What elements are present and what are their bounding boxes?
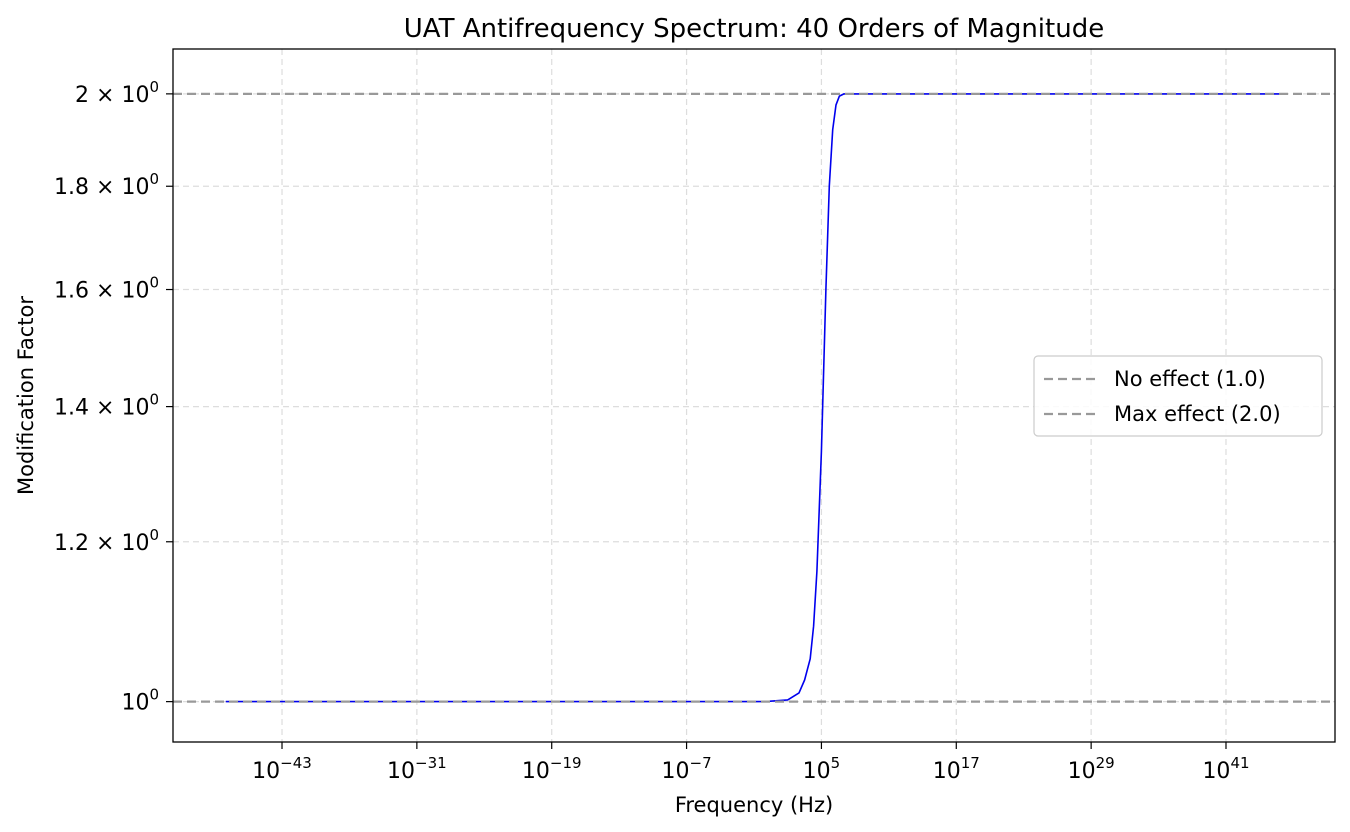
y-tick-label: 1.8 × 100 xyxy=(54,170,159,200)
y-tick-label: 1.4 × 100 xyxy=(54,391,159,421)
x-tick-label: 10−7 xyxy=(662,754,712,784)
legend: No effect (1.0) Max effect (2.0) xyxy=(1033,355,1323,437)
series-line xyxy=(225,93,1283,703)
x-tick-label: 10−31 xyxy=(387,754,447,784)
x-axis-label: Frequency (Hz) xyxy=(675,793,833,817)
x-tick-label: 1041 xyxy=(1202,754,1249,784)
y-axis-label: Modification Factor xyxy=(14,296,38,495)
x-tick-label: 1029 xyxy=(1068,754,1115,784)
ticks: 10−43 10−31 10−19 10−7 105 1017 1029 1041 100 1.2… xyxy=(54,78,1249,784)
series-layer xyxy=(173,92,1335,703)
y-tick-label: 2 × 100 xyxy=(75,78,159,108)
y-tick-label: 1.2 × 100 xyxy=(54,526,159,556)
legend-label: Max effect (2.0) xyxy=(1114,402,1281,426)
x-tick-label: 10−43 xyxy=(252,754,312,784)
legend-box xyxy=(1033,355,1323,437)
x-tick-label: 10−19 xyxy=(522,754,582,784)
x-tick-label: 1017 xyxy=(933,754,980,784)
x-tick-label: 105 xyxy=(803,754,841,784)
plot-frame xyxy=(172,48,1336,743)
y-tick-label: 100 xyxy=(121,686,159,716)
y-tick-label: 1.6 × 100 xyxy=(54,274,159,304)
chart-title: UAT Antifrequency Spectrum: 40 Orders of… xyxy=(404,14,1104,44)
legend-label: No effect (1.0) xyxy=(1114,367,1266,391)
